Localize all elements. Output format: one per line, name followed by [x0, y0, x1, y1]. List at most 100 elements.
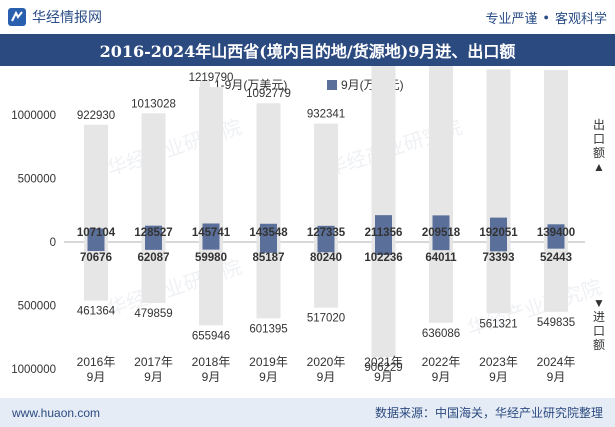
label-monthly-import: 64011 — [425, 252, 457, 264]
bar-monthly-export — [547, 224, 565, 242]
x-tick-label-line: 2016年 — [77, 355, 116, 369]
bar-monthly-import — [547, 242, 565, 249]
label-cumulative-export: 1013028 — [131, 98, 176, 110]
label-cumulative-export: 932341 — [307, 109, 345, 121]
top-bar: 华经情报网 专业严谨 ● 客观科学 — [0, 0, 615, 34]
import-side-text: 进口额 — [592, 310, 605, 352]
tagline: 专业严谨 ● 客观科学 — [486, 8, 607, 27]
bar-monthly-import — [145, 242, 162, 250]
y-tick-label: 1000000 — [11, 110, 56, 122]
bar-monthly-export — [145, 225, 162, 242]
bars — [84, 66, 568, 358]
label-monthly-import: 80240 — [310, 252, 342, 264]
x-tick-label-line: 9月 — [317, 370, 336, 384]
watermark-text: 华经产业研究院 — [464, 275, 605, 341]
bar-cumulative-import — [429, 242, 453, 323]
label-cumulative-import: 906229 — [364, 362, 402, 374]
label-cumulative-import: 655946 — [192, 330, 230, 342]
x-tick-label: 2017年 9月 — [134, 355, 173, 384]
label-monthly-export: 107104 — [77, 227, 116, 239]
bar-cumulative-export — [256, 103, 281, 242]
bar-monthly-export — [260, 223, 277, 242]
bar-monthly-import — [87, 242, 105, 251]
bar-cumulative-import — [544, 242, 568, 312]
label-monthly-export: 192051 — [479, 227, 518, 239]
bar-cumulative-import — [84, 242, 108, 301]
x-tick-label: 2016年 9月 — [77, 355, 116, 384]
bar-monthly-export — [490, 217, 507, 242]
export-side-label: 出口额 ▲ — [591, 118, 607, 174]
label-monthly-import: 52443 — [540, 252, 572, 264]
label-cumulative-import: 561321 — [479, 318, 517, 330]
tagline-a: 专业严谨 — [485, 10, 538, 26]
bar-cumulative-import — [486, 242, 511, 314]
watermark-text: 华经产业研究院 — [104, 115, 245, 181]
label-monthly-import: 62087 — [138, 252, 170, 264]
label-monthly-import: 102236 — [364, 252, 402, 264]
legend-swatch-cumulative — [200, 80, 210, 90]
bar-monthly-import — [375, 242, 392, 255]
brand-logo-icon — [8, 8, 26, 26]
x-tick-label-line: 2024年 — [537, 355, 576, 369]
legend-swatch-monthly — [327, 80, 337, 90]
label-monthly-export: 145741 — [192, 227, 231, 239]
x-tick-label: 2021年 9月 — [364, 355, 403, 384]
bar-monthly-import — [260, 242, 277, 253]
y-tick-label: 1000000 — [11, 364, 56, 376]
label-monthly-import: 73393 — [483, 252, 515, 264]
website-link[interactable]: www.huaon.com — [12, 405, 101, 420]
label-monthly-export: 139400 — [537, 227, 575, 239]
label-cumulative-import: 601395 — [249, 323, 287, 335]
import-side-label: ▼ 进口额 — [591, 296, 607, 352]
label-monthly-export: 128527 — [134, 227, 172, 239]
x-tick-label-line: 2020年 — [307, 355, 346, 369]
footer: www.huaon.com 数据来源：中国海关，华经产业研究院整理 — [0, 398, 615, 427]
x-tick-label-line: 2019年 — [249, 355, 288, 369]
x-tick-label-line: 9月 — [259, 370, 278, 384]
y-tick-label: 500000 — [18, 301, 56, 313]
bar-monthly-export — [432, 215, 450, 242]
bar-cumulative-import — [256, 242, 281, 319]
bar-monthly-import — [202, 242, 220, 250]
bar-cumulative-import — [314, 242, 338, 308]
label-monthly-export: 143548 — [249, 227, 288, 239]
label-cumulative-import: 517020 — [307, 313, 345, 325]
brand[interactable]: 华经情报网 — [8, 7, 102, 27]
label-cumulative-import: 479859 — [134, 308, 172, 320]
x-tick-label-line: 2021年 — [364, 355, 403, 369]
bar-cumulative-export — [371, 66, 396, 242]
x-tick-label: 2024年 9月 — [537, 355, 576, 384]
bullet-icon: ● — [543, 12, 549, 22]
bar-cumulative-export — [544, 70, 568, 242]
y-tick-label: 0 — [50, 237, 56, 249]
chart-area: 华经产业研究院华经产业研究院华经产业研究院华经产业研究院 1-9月(万美元) 9月… — [11, 66, 605, 384]
bar-monthly-import — [317, 242, 335, 253]
x-tick-label: 2019年 9月 — [249, 355, 288, 384]
bar-cumulative-import — [141, 242, 166, 303]
label-cumulative-import: 636086 — [422, 328, 460, 340]
label-monthly-import: 85187 — [253, 252, 285, 264]
bar-cumulative-export — [84, 124, 108, 242]
bar-monthly-import — [490, 242, 507, 252]
data-source: 数据来源：中国海关，华经产业研究院整理 — [374, 406, 603, 420]
label-monthly-export: 211356 — [365, 227, 403, 239]
bar-cumulative-export — [429, 66, 453, 242]
brand-name: 华经情报网 — [32, 9, 102, 25]
y-tick-label: 500000 — [18, 174, 56, 186]
bar-cumulative-import — [371, 242, 396, 358]
label-monthly-import: 70676 — [80, 252, 112, 264]
x-tick-label-line: 9月 — [202, 370, 221, 384]
label-cumulative-export: 922930 — [77, 110, 115, 122]
x-tick-label: 2018年 9月 — [192, 355, 231, 384]
bar-monthly-export — [202, 223, 220, 242]
label-cumulative-import: 461364 — [77, 306, 116, 318]
label-cumulative-export: 1354138 — [534, 66, 579, 67]
bar-cumulative-export — [314, 123, 338, 242]
label-cumulative-import: 549835 — [537, 317, 575, 329]
tagline-b: 客观科学 — [554, 10, 607, 26]
up-arrow-icon: ▲ — [593, 160, 605, 174]
bar-cumulative-export — [141, 113, 166, 242]
x-tick-label-line: 9月 — [432, 370, 451, 384]
bar-cumulative-import — [199, 242, 223, 326]
